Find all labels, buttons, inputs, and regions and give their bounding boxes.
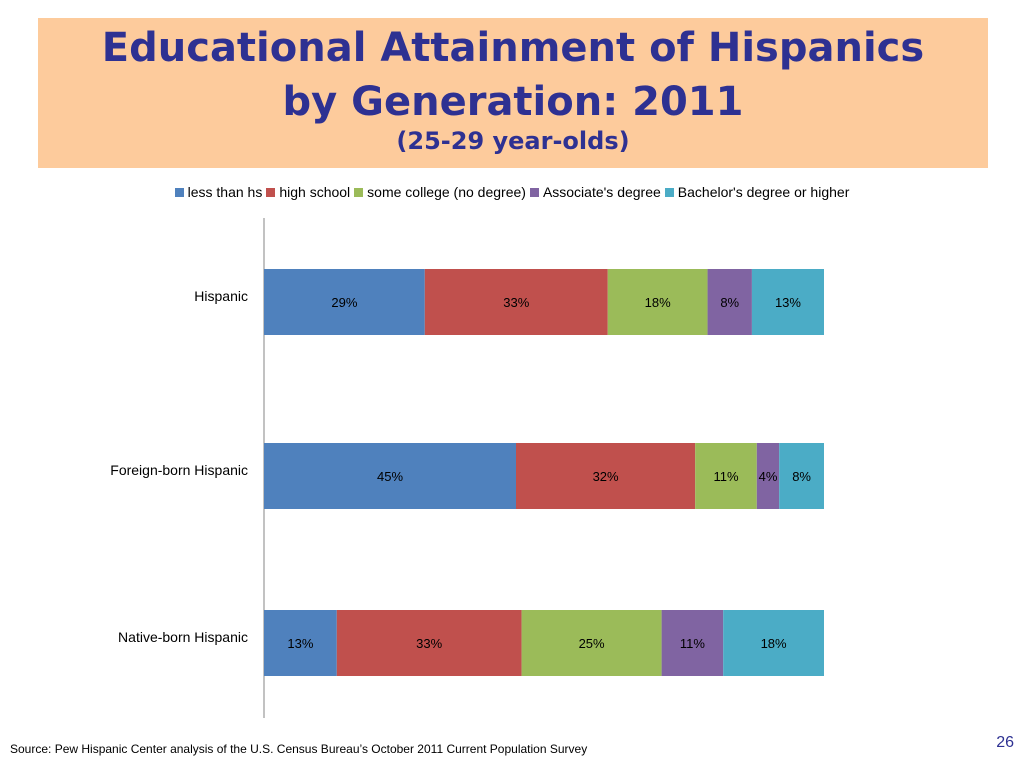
data-label: 18% (761, 636, 787, 651)
legend-label: some college (no degree) (367, 184, 526, 200)
title-banner: Educational Attainment of Hispanics by G… (38, 18, 988, 168)
legend-label: Bachelor's degree or higher (677, 184, 850, 200)
title-line-1: Educational Attainment of Hispanics (101, 25, 925, 71)
data-label: 25% (579, 636, 605, 651)
bar-segment (264, 610, 337, 676)
stacked-bar-chart: Hispanic 29% 33% 18% 8% 13% Foreign-born Hispa… (110, 218, 824, 718)
data-label: 32% (593, 469, 619, 484)
category-label: Hispanic (194, 288, 248, 304)
chart-subtitle: (25-29 year-olds) (396, 127, 630, 155)
bar-segment (707, 269, 752, 335)
bar-segment (756, 443, 780, 509)
data-label: 13% (775, 295, 801, 310)
bar-segment (661, 610, 724, 676)
bar-segment (521, 610, 662, 676)
legend-swatch (529, 188, 539, 197)
bar-segment (751, 269, 824, 335)
data-label: 33% (503, 295, 529, 310)
bar-segment (336, 610, 522, 676)
bar-segment (424, 269, 608, 335)
page-number: 26 (996, 734, 1014, 751)
data-label: 8% (720, 295, 739, 310)
legend-swatch (664, 188, 674, 197)
bar-segment (723, 610, 824, 676)
legend-label: high school (279, 184, 351, 200)
legend-item: less than hs (174, 184, 263, 200)
legend-swatch (174, 188, 184, 197)
data-label: 29% (331, 295, 357, 310)
data-label: 18% (645, 295, 671, 310)
legend-item: Associate's degree (529, 184, 661, 200)
bar-segment (264, 269, 425, 335)
source-note: Source: Pew Hispanic Center analysis of … (10, 742, 588, 756)
legend-item: Bachelor's degree or higher (664, 184, 850, 200)
data-label: 33% (416, 636, 442, 651)
category-label: Foreign-born Hispanic (110, 462, 248, 478)
bar-segment (779, 443, 824, 509)
legend-label: less than hs (187, 184, 263, 200)
legend-item: high school (266, 184, 350, 200)
legend-swatch (354, 188, 364, 197)
data-label: 13% (287, 636, 313, 651)
chart-legend: less than hs high school some college (no … (0, 184, 1024, 200)
data-label: 11% (713, 469, 738, 484)
title-line-2: by Generation: 2011 (282, 79, 744, 125)
data-label: 45% (377, 469, 403, 484)
bar-segment (516, 443, 696, 509)
bar-segment (264, 443, 516, 509)
bar-segment (607, 269, 708, 335)
data-label: 4% (759, 469, 778, 484)
legend-label: Associate's degree (542, 184, 661, 200)
category-label: Native-born Hispanic (118, 629, 248, 645)
legend-swatch (266, 188, 276, 197)
data-label: 8% (792, 469, 811, 484)
legend-item: some college (no degree) (354, 184, 526, 200)
data-label: 11% (680, 636, 705, 651)
bar-segment (695, 443, 757, 509)
